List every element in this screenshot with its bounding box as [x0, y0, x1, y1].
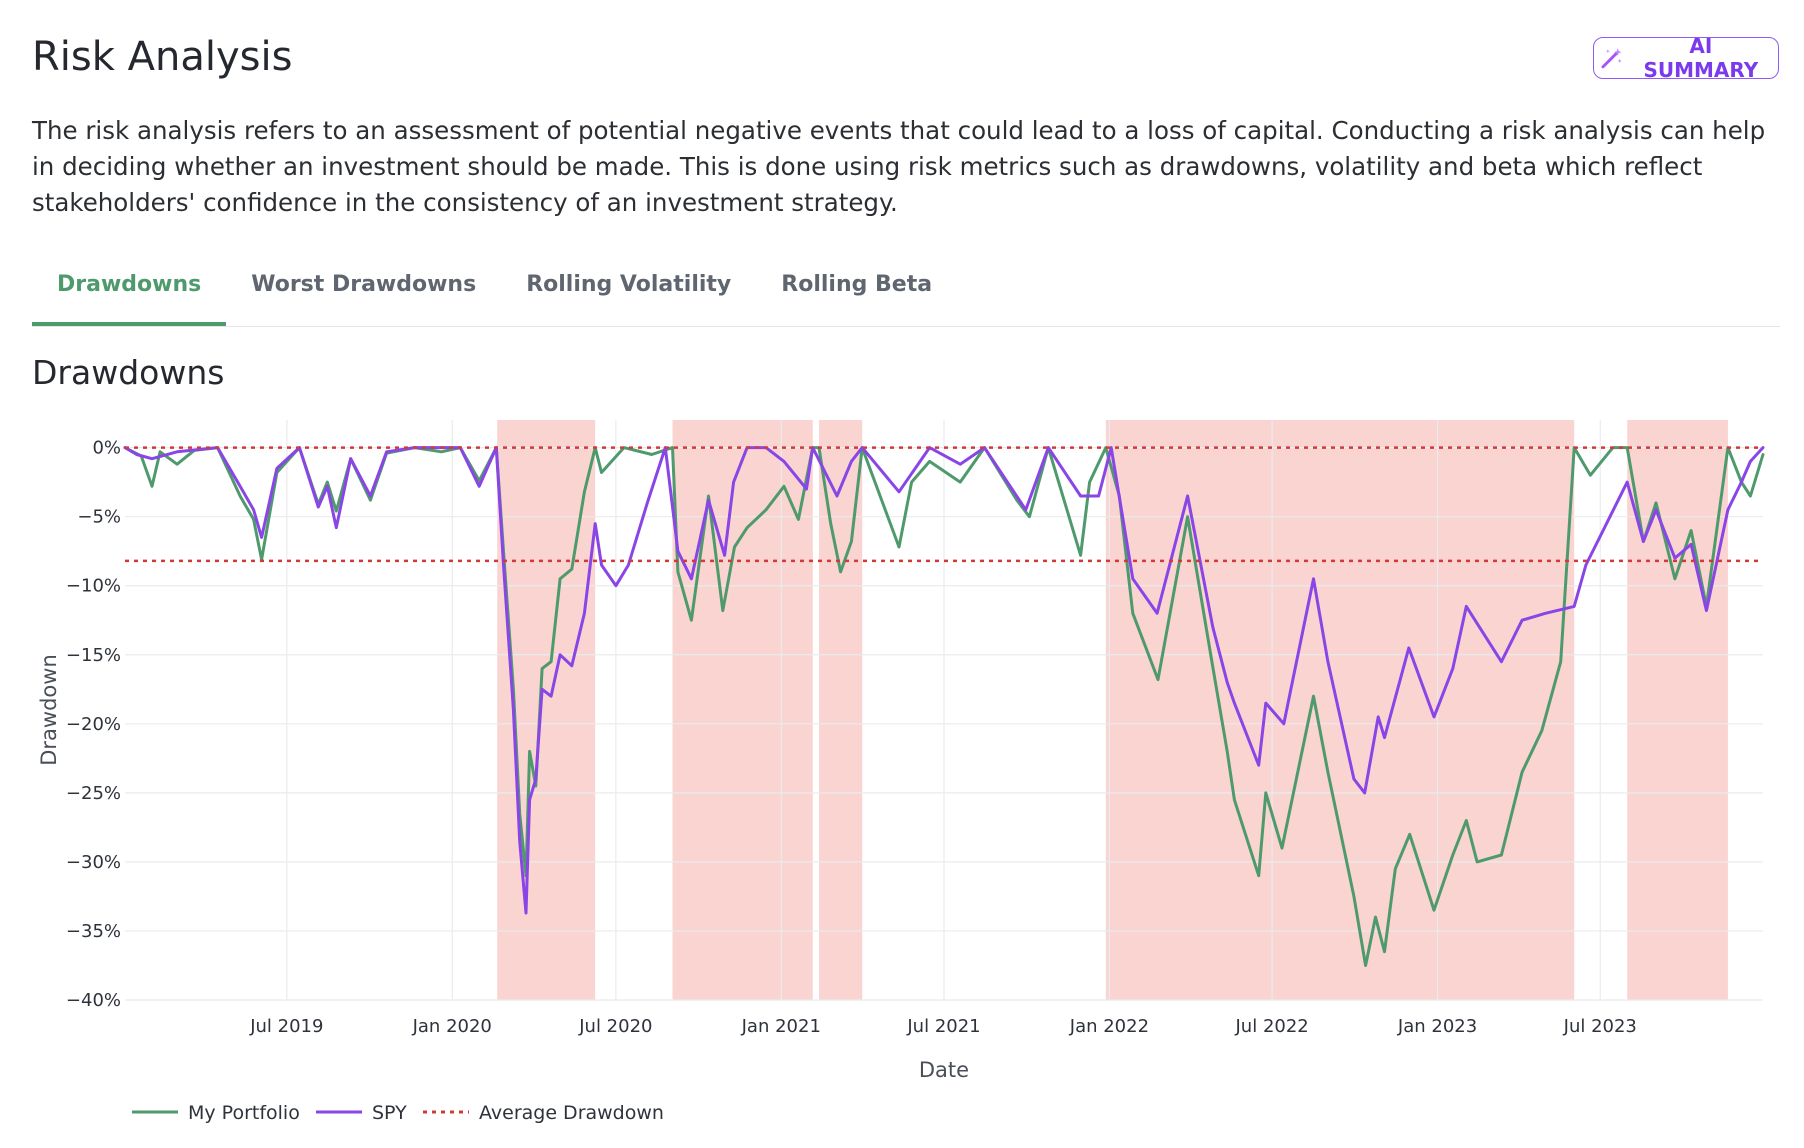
y-tick-label: −10% — [66, 576, 121, 597]
y-tick-label: −15% — [66, 645, 121, 666]
x-tick-label: Jan 2022 — [1069, 1016, 1149, 1037]
x-tick-label: Jan 2020 — [412, 1016, 492, 1037]
y-tick-label: −25% — [66, 783, 121, 804]
tab-rolling-beta[interactable]: Rolling Beta — [781, 272, 933, 297]
y-tick-label: −30% — [66, 852, 121, 873]
legend-my-portfolio-label: My Portfolio — [188, 1102, 300, 1124]
y-tick-label: 0% — [92, 438, 121, 459]
tab-drawdowns[interactable]: Drawdowns — [32, 262, 227, 326]
ai-summary-button[interactable]: AI SUMMARY — [1593, 34, 1779, 82]
intro-text: The risk analysis refers to an assessmen… — [32, 116, 1766, 217]
x-tick-label: Jan 2023 — [1397, 1016, 1477, 1037]
drawdown-period-shade — [1627, 420, 1728, 1000]
legend-spy: SPY — [316, 1102, 407, 1124]
tab-bar: Drawdowns Worst Drawdowns Rolling Volati… — [32, 262, 1780, 327]
section-title: Drawdowns — [32, 353, 225, 392]
x-tick-label: Jul 2020 — [578, 1016, 652, 1037]
legend-spy-label: SPY — [372, 1102, 407, 1124]
x-tick-label: Jul 2019 — [249, 1016, 323, 1037]
magic-wand-icon — [1601, 48, 1622, 69]
x-tick-label: Jan 2021 — [741, 1016, 821, 1037]
x-tick-label: Jul 2023 — [1563, 1016, 1637, 1037]
x-tick-label: Jul 2022 — [1235, 1016, 1309, 1037]
tab-rolling-volatility[interactable]: Rolling Volatility — [526, 272, 732, 297]
x-tick-label: Jul 2021 — [906, 1016, 980, 1037]
tab-worst-drawdowns[interactable]: Worst Drawdowns — [251, 272, 477, 297]
drawdown-chart: 0% −5% −10% −15% −20% −25% −30% −35% −40% Jul 201… — [37, 420, 1765, 1124]
page-title: Risk Analysis — [32, 34, 293, 80]
y-tick-label: −20% — [66, 714, 121, 735]
legend-average-drawdown-label: Average Drawdown — [479, 1102, 664, 1124]
legend-average-drawdown: Average Drawdown — [423, 1102, 664, 1124]
x-axis-title: Date — [919, 1058, 969, 1082]
y-tick-label: −40% — [66, 990, 121, 1011]
y-tick-label: −35% — [66, 921, 121, 942]
ai-summary-label: AI SUMMARY — [1643, 34, 1759, 82]
legend-my-portfolio: My Portfolio — [132, 1102, 300, 1124]
y-axis-title: Drawdown — [37, 654, 61, 766]
y-tick-label: −5% — [77, 507, 121, 528]
